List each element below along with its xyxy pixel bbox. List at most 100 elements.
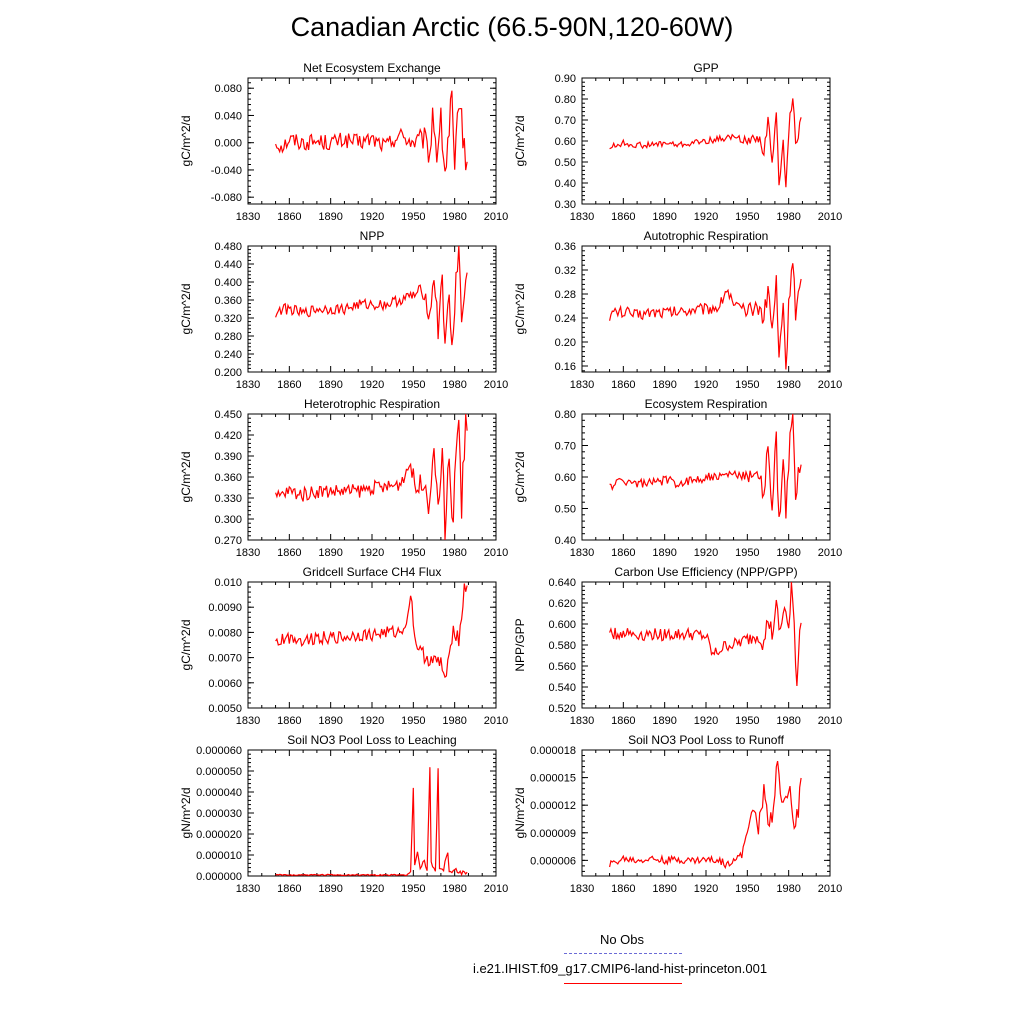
- x-tick-label: 1830: [570, 211, 594, 223]
- x-tick-label: 1950: [735, 883, 759, 895]
- y-tick-label: 0.28: [555, 289, 576, 301]
- series-line: [609, 760, 802, 870]
- y-axis-label: gC/m^2/d: [179, 620, 193, 671]
- chart-title: Autotrophic Respiration: [644, 229, 769, 243]
- legend-case-label: i.e21.IHIST.f09_g17.CMIP6-land-hist-prin…: [472, 961, 768, 976]
- x-tick-label: 2010: [818, 715, 842, 727]
- series-line: [275, 413, 468, 541]
- y-tick-label: 0.70: [555, 115, 576, 127]
- y-tick-label: 0.32: [555, 265, 576, 277]
- x-tick-label: 1980: [776, 883, 800, 895]
- x-tick-label: 1920: [694, 715, 718, 727]
- y-tick-label: 0.540: [548, 682, 576, 694]
- y-tick-label: 0.000010: [196, 850, 242, 862]
- x-tick-label: 1920: [360, 715, 384, 727]
- y-tick-label: 0.80: [555, 409, 576, 421]
- y-tick-label: 0.000: [214, 138, 242, 150]
- chart-panel-1: Net Ecosystem Exchange gC/m^2/d 1830 1860 18…: [179, 61, 508, 223]
- x-tick-label: 1890: [652, 547, 676, 559]
- series-line: [609, 98, 802, 188]
- x-tick-label: 1920: [694, 883, 718, 895]
- x-tick-label: 1980: [442, 211, 466, 223]
- y-axis-label: gC/m^2/d: [513, 452, 527, 503]
- x-tick-label: 1830: [236, 883, 260, 895]
- y-tick-label: 0.360: [214, 472, 242, 484]
- y-tick-label: -0.080: [211, 192, 242, 204]
- y-tick-label: 0.36: [555, 241, 576, 253]
- y-tick-label: 0.16: [555, 361, 576, 373]
- y-tick-label: 0.90: [555, 73, 576, 85]
- y-tick-label: 0.450: [214, 409, 242, 421]
- x-tick-label: 1980: [776, 211, 800, 223]
- x-tick-label: 1890: [652, 211, 676, 223]
- x-tick-label: 1860: [277, 715, 301, 727]
- x-tick-label: 1890: [318, 883, 342, 895]
- page-title: Canadian Arctic (66.5-90N,120-60W): [290, 12, 734, 42]
- x-tick-label: 1860: [277, 211, 301, 223]
- chart-title: Soil NO3 Pool Loss to Runoff: [628, 733, 785, 747]
- y-axis-label: gC/m^2/d: [513, 116, 527, 167]
- x-tick-label: 1890: [652, 379, 676, 391]
- x-tick-label: 1890: [318, 715, 342, 727]
- x-tick-label: 1950: [401, 547, 425, 559]
- x-tick-label: 1920: [694, 211, 718, 223]
- chart-title: Soil NO3 Pool Loss to Leaching: [287, 733, 456, 747]
- chart-title: GPP: [693, 61, 718, 75]
- y-tick-label: 0.480: [214, 241, 242, 253]
- y-tick-label: 0.000060: [196, 745, 242, 757]
- y-tick-label: 0.580: [548, 640, 576, 652]
- x-tick-label: 1920: [694, 379, 718, 391]
- y-tick-label: 0.620: [548, 598, 576, 610]
- y-tick-label: 0.420: [214, 430, 242, 442]
- y-tick-label: 0.000020: [196, 829, 242, 841]
- x-tick-label: 1980: [442, 883, 466, 895]
- y-axis-label: NPP/GPP: [513, 618, 527, 671]
- x-tick-label: 2010: [818, 883, 842, 895]
- y-tick-label: 0.20: [555, 337, 576, 349]
- y-tick-label: 0.50: [555, 504, 576, 516]
- y-tick-label: 0.080: [214, 83, 242, 95]
- chart-title: Heterotrophic Respiration: [304, 397, 440, 411]
- y-tick-label: 0.000030: [196, 808, 242, 820]
- x-tick-label: 2010: [484, 379, 508, 391]
- y-tick-label: 0.390: [214, 451, 242, 463]
- x-tick-label: 1860: [611, 715, 635, 727]
- chart-panel-8: Carbon Use Efficiency (NPP/GPP) NPP/GPP 18…: [513, 565, 842, 727]
- y-tick-label: 0.640: [548, 577, 576, 589]
- y-axis-label: gC/m^2/d: [179, 452, 193, 503]
- plot-frame: [581, 77, 831, 205]
- y-tick-label: 0.80: [555, 94, 576, 106]
- chart-panel-2: GPP gC/m^2/d 1830 1860 1890 1920 1950 1980 2010 0…: [513, 61, 842, 223]
- chart-panel-6: Ecosystem Respiration gC/m^2/d 1830 1860 189…: [513, 397, 842, 559]
- x-tick-label: 1860: [277, 883, 301, 895]
- series-line: [609, 263, 802, 370]
- x-tick-label: 1860: [277, 379, 301, 391]
- plot-frame: [247, 245, 497, 373]
- series-line: [275, 767, 468, 877]
- legend-case-line: [564, 983, 682, 984]
- y-tick-label: 0.000050: [196, 766, 242, 778]
- x-tick-label: 1950: [735, 547, 759, 559]
- x-tick-label: 2010: [484, 883, 508, 895]
- y-tick-label: 0.0070: [208, 653, 242, 665]
- y-axis-label: gC/m^2/d: [179, 284, 193, 335]
- x-tick-label: 1980: [442, 715, 466, 727]
- y-tick-label: 0.24: [555, 313, 576, 325]
- x-tick-label: 1950: [401, 211, 425, 223]
- x-tick-label: 1830: [236, 547, 260, 559]
- y-tick-label: 0.400: [214, 277, 242, 289]
- legend-obs-line: [564, 953, 682, 954]
- y-tick-label: 0.000018: [530, 745, 576, 757]
- x-tick-label: 1950: [735, 715, 759, 727]
- chart-title: Ecosystem Respiration: [645, 397, 768, 411]
- y-tick-label: 0.330: [214, 493, 242, 505]
- x-tick-label: 1980: [776, 715, 800, 727]
- x-tick-label: 1980: [442, 547, 466, 559]
- y-axis-label: gC/m^2/d: [513, 284, 527, 335]
- x-tick-label: 1890: [318, 379, 342, 391]
- x-tick-label: 2010: [484, 715, 508, 727]
- y-tick-label: 0.000012: [530, 800, 576, 812]
- series-line: [609, 413, 802, 519]
- y-tick-label: 0.40: [555, 535, 576, 547]
